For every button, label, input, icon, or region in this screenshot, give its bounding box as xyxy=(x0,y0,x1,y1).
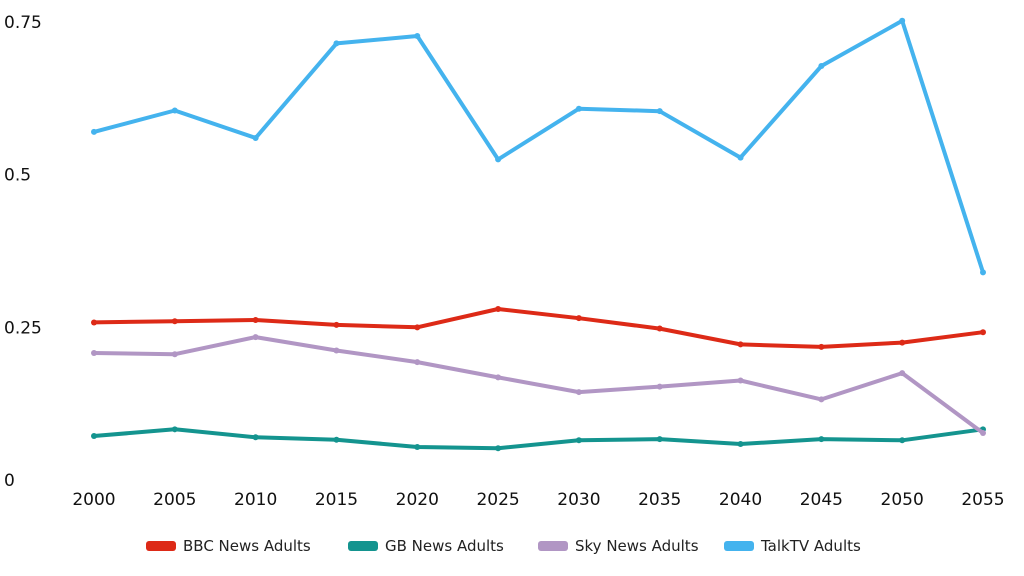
data-point xyxy=(171,318,178,325)
data-point xyxy=(575,315,582,322)
series-line xyxy=(92,18,985,275)
data-point xyxy=(818,343,825,350)
legend-swatch xyxy=(538,541,568,551)
x-tick-label: 2005 xyxy=(153,490,196,510)
data-point xyxy=(575,437,582,444)
data-point xyxy=(656,436,663,443)
data-point xyxy=(818,62,825,69)
series-line xyxy=(92,335,985,435)
data-point xyxy=(171,426,178,433)
data-point xyxy=(252,317,259,324)
series-line xyxy=(92,427,985,451)
data-point xyxy=(252,434,259,441)
data-point xyxy=(818,436,825,443)
data-point xyxy=(737,440,744,447)
data-point xyxy=(91,349,97,356)
data-point xyxy=(818,396,825,403)
data-point xyxy=(414,33,421,40)
y-tick-label: 0 xyxy=(4,471,15,491)
data-point xyxy=(899,370,906,377)
data-point xyxy=(656,383,663,390)
legend-item: GB News Adults xyxy=(348,537,504,555)
data-point xyxy=(171,107,178,114)
y-tick-label: 0.75 xyxy=(4,13,42,33)
x-tick-label: 2000 xyxy=(72,490,115,510)
legend-swatch xyxy=(724,541,754,551)
data-point xyxy=(333,40,340,47)
y-tick-label: 0.25 xyxy=(4,318,42,338)
legend-label: TalkTV Adults xyxy=(760,537,861,555)
data-point xyxy=(333,321,340,328)
series-lines xyxy=(91,17,986,452)
x-tick-label: 2050 xyxy=(881,490,924,510)
series-line xyxy=(92,307,985,349)
legend-label: GB News Adults xyxy=(385,537,504,555)
x-tick-label: 2015 xyxy=(315,490,358,510)
legend: BBC News Adults GB News Adults Sky News Ad… xyxy=(146,537,861,555)
data-point xyxy=(495,445,502,452)
data-point xyxy=(656,108,663,115)
series-1 xyxy=(91,426,986,452)
x-axis-ticks: 2000 2005 2010 2015 2020 2025 2030 2035 2040 2045… xyxy=(72,490,1004,510)
x-tick-label: 2010 xyxy=(234,490,277,510)
x-tick-label: 2055 xyxy=(961,490,1004,510)
data-point xyxy=(575,105,582,112)
x-tick-label: 2025 xyxy=(476,490,519,510)
data-point xyxy=(91,128,97,135)
legend-label: Sky News Adults xyxy=(575,537,699,555)
data-point xyxy=(980,429,986,436)
data-point xyxy=(656,325,663,332)
x-tick-label: 2040 xyxy=(719,490,762,510)
data-point xyxy=(252,334,259,341)
y-axis-ticks: 0 0.25 0.5 0.75 xyxy=(4,13,42,491)
data-point xyxy=(737,341,744,348)
legend-item: TalkTV Adults xyxy=(724,537,861,555)
legend-label: BBC News Adults xyxy=(183,537,311,555)
x-tick-label: 2045 xyxy=(800,490,843,510)
data-point xyxy=(899,339,906,346)
x-tick-label: 2035 xyxy=(638,490,681,510)
legend-swatch xyxy=(348,541,378,551)
legend-swatch xyxy=(146,541,176,551)
data-point xyxy=(980,329,986,336)
data-point xyxy=(91,319,97,326)
data-point xyxy=(495,306,502,313)
x-tick-label: 2030 xyxy=(557,490,600,510)
data-point xyxy=(414,359,421,366)
data-point xyxy=(737,154,744,161)
data-point xyxy=(414,324,421,331)
data-point xyxy=(495,156,502,163)
data-point xyxy=(91,433,97,440)
data-point xyxy=(171,351,178,358)
data-point xyxy=(333,436,340,443)
data-point xyxy=(899,437,906,444)
data-point xyxy=(899,17,906,24)
data-point xyxy=(495,374,502,381)
x-tick-label: 2020 xyxy=(396,490,439,510)
data-point xyxy=(252,135,259,142)
data-point xyxy=(737,377,744,384)
legend-item: BBC News Adults xyxy=(146,537,311,555)
series-2 xyxy=(91,334,986,436)
data-point xyxy=(414,444,421,451)
legend-item: Sky News Adults xyxy=(538,537,699,555)
y-tick-label: 0.5 xyxy=(4,166,31,186)
series-0 xyxy=(91,306,986,350)
data-point xyxy=(980,269,986,276)
data-point xyxy=(575,389,582,396)
data-point xyxy=(333,347,340,354)
series-3 xyxy=(91,17,986,276)
